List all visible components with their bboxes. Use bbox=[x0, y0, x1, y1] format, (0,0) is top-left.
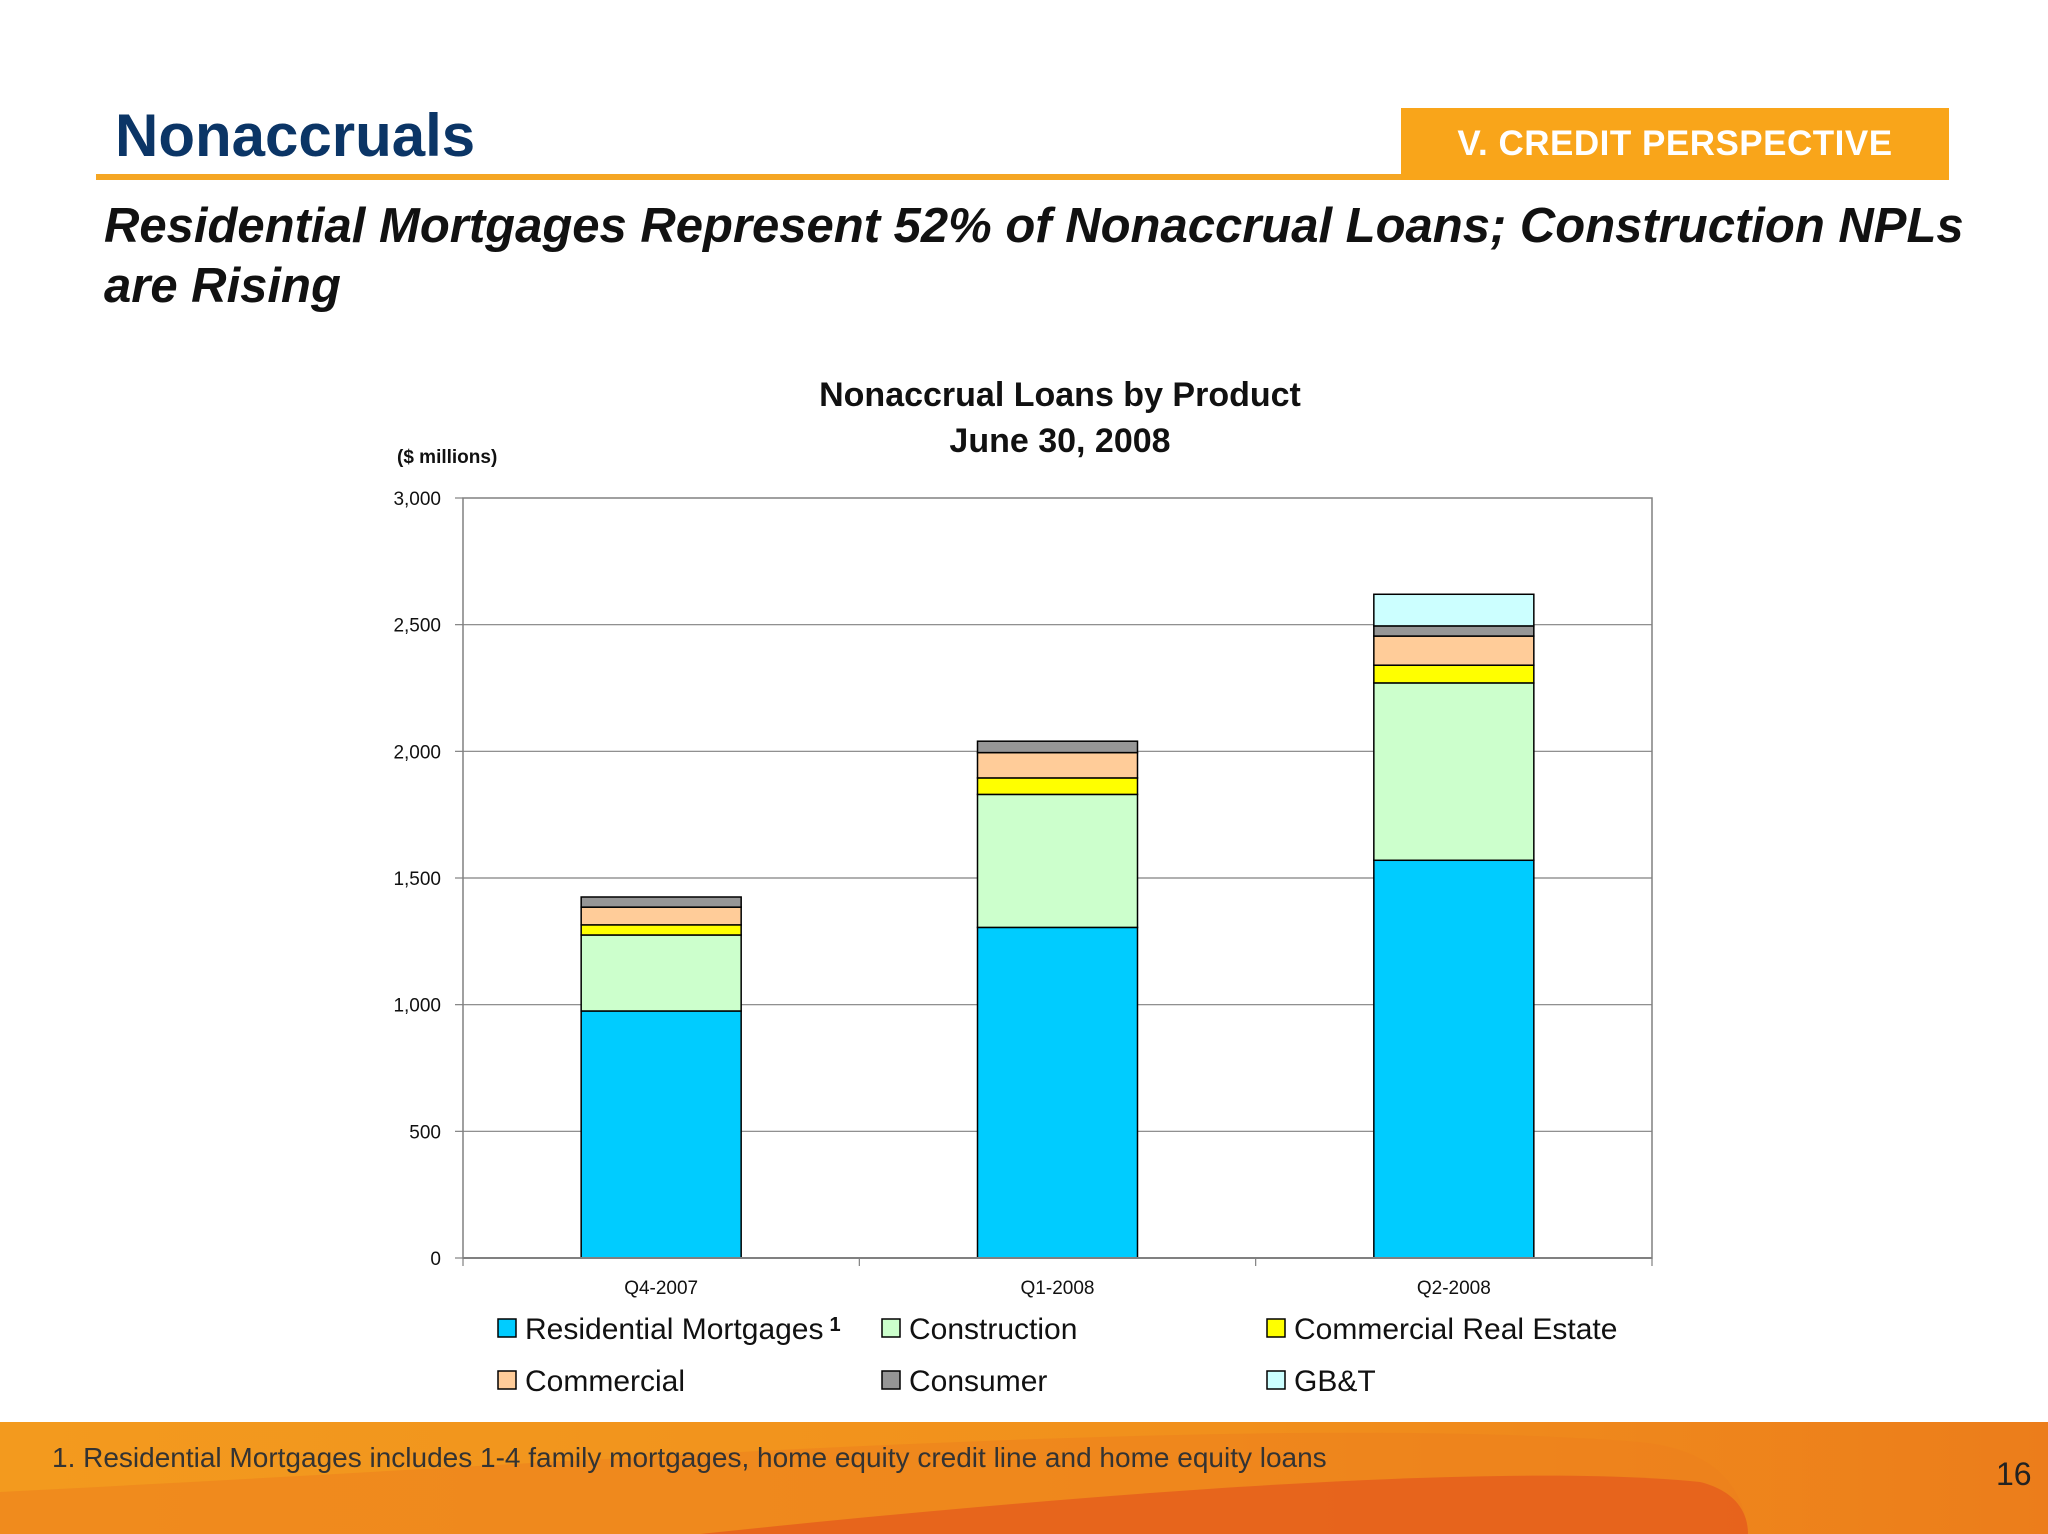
nonaccrual-chart: Nonaccrual Loans by Product June 30, 200… bbox=[393, 376, 1653, 1398]
title-rule bbox=[96, 174, 1949, 180]
legend-item: GB&T bbox=[1266, 1365, 1376, 1398]
x-tick-label: Q4-2007 bbox=[624, 1278, 698, 1299]
legend-swatch bbox=[881, 1370, 901, 1390]
footer-band bbox=[0, 1422, 2048, 1534]
legend-label: Residential Mortgages 1 bbox=[525, 1313, 841, 1346]
y-axis-ticks: 0 500 1,000 1,500 2,000 2,500 3,000 bbox=[393, 489, 463, 1270]
legend-item: Consumer bbox=[881, 1365, 1047, 1398]
bar-segment bbox=[1373, 859, 1535, 1259]
y-tick-label: 3,000 bbox=[393, 489, 441, 510]
bar-segment bbox=[1373, 635, 1535, 666]
chart-legend: Residential Mortgages 1 Construction Commer… bbox=[497, 1313, 1617, 1398]
x-tick-label: Q2-2008 bbox=[1417, 1278, 1491, 1299]
bar-segment bbox=[580, 906, 742, 926]
legend-swatch bbox=[497, 1318, 517, 1338]
legend-label: Consumer bbox=[909, 1365, 1047, 1398]
bar-stacks bbox=[580, 593, 1535, 1259]
legend-item: Commercial Real Estate bbox=[1266, 1313, 1617, 1346]
y-tick-label: 1,500 bbox=[393, 869, 441, 890]
bar-segment bbox=[580, 934, 742, 1012]
bar-segment bbox=[580, 1010, 742, 1259]
legend-swatch bbox=[1266, 1318, 1286, 1338]
y-tick-label: 500 bbox=[409, 1122, 441, 1143]
y-tick-label: 2,000 bbox=[393, 742, 441, 763]
y-tick-label: 2,500 bbox=[393, 616, 441, 637]
x-tick-label: Q1-2008 bbox=[1021, 1278, 1095, 1299]
bar-segment bbox=[1373, 625, 1535, 637]
footer-swoosh bbox=[0, 1432, 1748, 1534]
x-axis: Q4-2007 Q1-2008 Q2-2008 bbox=[462, 1257, 1653, 1299]
bar-segment bbox=[976, 926, 1139, 1259]
bar-segment bbox=[580, 924, 742, 936]
y-tick-label: 1,000 bbox=[393, 996, 441, 1017]
legend-swatch bbox=[881, 1318, 901, 1338]
legend-footnote-marker: 1 bbox=[830, 1314, 841, 1336]
chart-subtitle: June 30, 2008 bbox=[949, 422, 1170, 460]
legend-item: Residential Mortgages 1 bbox=[497, 1313, 841, 1346]
bar-segment bbox=[1373, 682, 1535, 862]
chart-title: Nonaccrual Loans by Product bbox=[819, 376, 1301, 414]
bar-segment bbox=[976, 751, 1139, 779]
footnote: 1. Residential Mortgages includes 1-4 fa… bbox=[52, 1442, 1327, 1473]
legend-label: Commercial bbox=[525, 1365, 685, 1398]
legend-label: Construction bbox=[909, 1313, 1077, 1346]
bar-segment bbox=[976, 740, 1139, 754]
legend-swatch bbox=[497, 1370, 517, 1390]
y-tick-label: 0 bbox=[430, 1249, 441, 1270]
page-number: 16 bbox=[1996, 1456, 2032, 1492]
slide-subtitle: Residential Mortgages Represent 52% of N… bbox=[104, 199, 1964, 313]
bar-segment bbox=[1373, 593, 1535, 627]
legend-item: Commercial bbox=[497, 1365, 685, 1398]
section-tab: V. CREDIT PERSPECTIVE bbox=[1401, 108, 1949, 180]
bar-segment bbox=[976, 777, 1139, 796]
legend-label: GB&T bbox=[1294, 1365, 1376, 1398]
bar-segment bbox=[1373, 664, 1535, 684]
legend-label: Commercial Real Estate bbox=[1294, 1313, 1617, 1346]
bar-segment bbox=[580, 896, 742, 908]
legend-swatch bbox=[1266, 1370, 1286, 1390]
slide-title: Nonaccruals bbox=[115, 102, 476, 169]
bar-segment bbox=[976, 793, 1139, 929]
legend-item: Construction bbox=[881, 1313, 1077, 1346]
y-axis-label: ($ millions) bbox=[397, 447, 497, 468]
